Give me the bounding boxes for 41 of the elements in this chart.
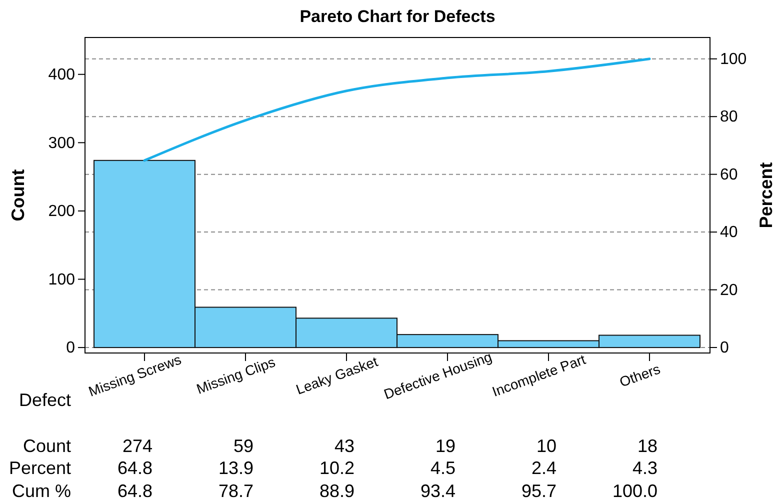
data-label: 88.9 (319, 481, 354, 501)
y2-tick-label: 60 (720, 166, 738, 184)
y-tick-label: 400 (48, 66, 76, 84)
y-tick-label: 200 (48, 203, 76, 220)
data-label: 78.7 (218, 481, 254, 501)
x-tick-label: Leaky Gasket (294, 353, 380, 398)
y2-tick-label: 40 (720, 224, 738, 242)
data-label: 18 (637, 436, 658, 456)
data-label: 59 (233, 436, 254, 456)
y2-tick-label: 100 (720, 50, 747, 68)
data-label: 64.8 (117, 481, 152, 501)
text: Count (22, 436, 71, 456)
text: 2.4 (531, 458, 556, 478)
text: 10.2 (319, 458, 354, 478)
y-axis-title: Count (8, 169, 28, 222)
text: 13.9 (218, 458, 254, 478)
text: 4.3 (632, 458, 658, 478)
data-label: 93.4 (420, 481, 456, 501)
y-tick-label: 0 (66, 340, 76, 357)
text: Cum % (12, 481, 71, 501)
data-label: 43 (334, 436, 354, 456)
data-label: 19 (435, 436, 456, 456)
x-axis-title: Defect (18, 390, 71, 410)
text: Percent (8, 458, 71, 478)
chart-title: Pareto Chart for Defects (300, 7, 496, 26)
x-tick-label: Missing Screws (86, 351, 184, 400)
data-label: 100.0 (612, 481, 658, 501)
y-tick-label: 100 (48, 271, 76, 288)
x-tick-label: Missing Clips (194, 354, 278, 397)
data-label: 95.7 (521, 481, 556, 501)
text: 64.8 (117, 458, 152, 478)
y-tick-label: 300 (48, 134, 76, 152)
y2-tick-label: 0 (720, 340, 729, 357)
text: 4.5 (430, 458, 456, 478)
data-label: 10 (536, 436, 556, 456)
data-label: 274 (122, 436, 152, 456)
line-series (143, 58, 651, 162)
y2-axis-title: Percent (756, 162, 773, 228)
y2-tick-label: 20 (720, 282, 738, 299)
y2-tick-label: 80 (720, 108, 738, 126)
x-tick-label: Others (617, 360, 662, 390)
